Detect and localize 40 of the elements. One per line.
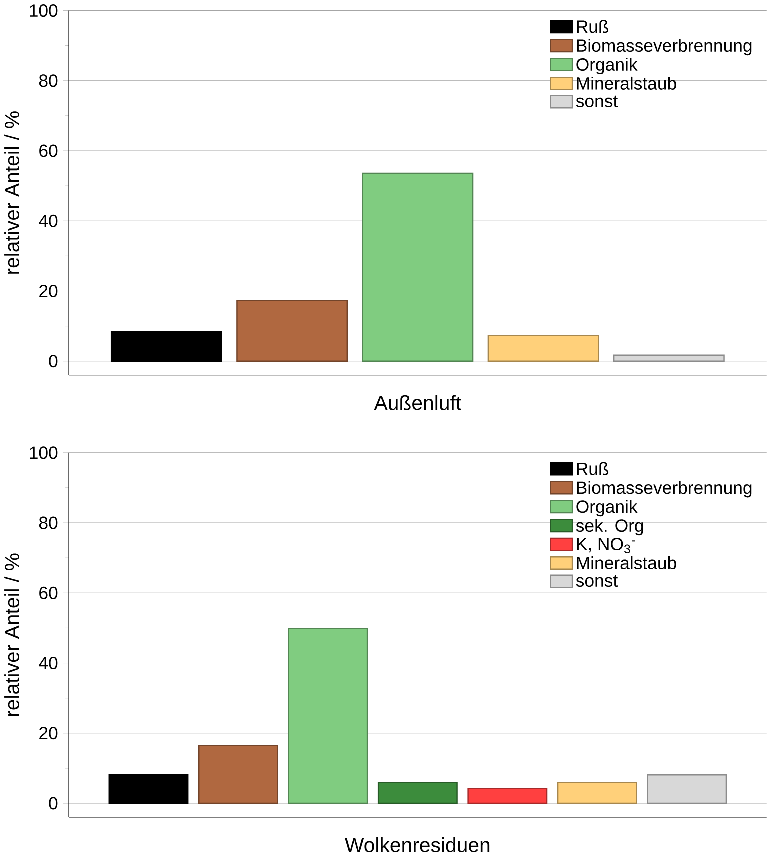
- legend-label: Biomasseverbrennung: [577, 481, 752, 498]
- legend-label: sonst: [576, 575, 618, 588]
- bar: [288, 628, 368, 804]
- legend-label: K, NO$_{3}$-: [577, 538, 635, 554]
- y-tick-label: 0: [49, 355, 58, 368]
- y-tick-label: 0: [49, 797, 58, 810]
- y-tick-label: 80: [39, 516, 58, 530]
- bar: [467, 788, 548, 804]
- y-tick-label: 80: [39, 74, 58, 88]
- bar: [110, 331, 222, 362]
- legend-label: sonst: [576, 96, 618, 108]
- x-axis-title: Außenluft: [374, 395, 462, 410]
- y-tick-label: 20: [39, 284, 58, 298]
- legend-label: Mineralstaub: [577, 556, 676, 570]
- y-tick-label: 60: [39, 586, 58, 600]
- y-axis-title: relativer Anteil / %: [4, 112, 20, 274]
- bar: [108, 774, 189, 804]
- x-axis-title: Wolkenresiduen: [344, 837, 490, 852]
- legend-label: Ruß: [577, 20, 608, 34]
- y-tick-label: 60: [39, 144, 58, 158]
- legend-label: Ruß: [577, 462, 608, 476]
- legend-label: Organik: [576, 58, 638, 75]
- y-tick-label: 40: [38, 214, 58, 228]
- legend-label: Organik: [576, 500, 638, 517]
- bar: [378, 782, 458, 804]
- bar: [236, 300, 348, 362]
- bar: [646, 774, 727, 804]
- bar: [557, 782, 638, 804]
- bar: [613, 354, 725, 362]
- legend-label: Biomasseverbrennung: [577, 39, 752, 56]
- y-tick-label: 20: [39, 727, 58, 740]
- y-tick-label: 100: [30, 4, 58, 18]
- legend-label: Mineralstaub: [577, 76, 676, 90]
- bar: [198, 745, 278, 804]
- y-tick-label: 40: [38, 657, 58, 670]
- legend-label: sek. Org: [576, 519, 643, 536]
- y-tick-label: 100: [30, 446, 58, 460]
- y-axis-title: relativer Anteil / %: [4, 554, 20, 716]
- bar: [488, 335, 600, 362]
- bar: [362, 172, 474, 362]
